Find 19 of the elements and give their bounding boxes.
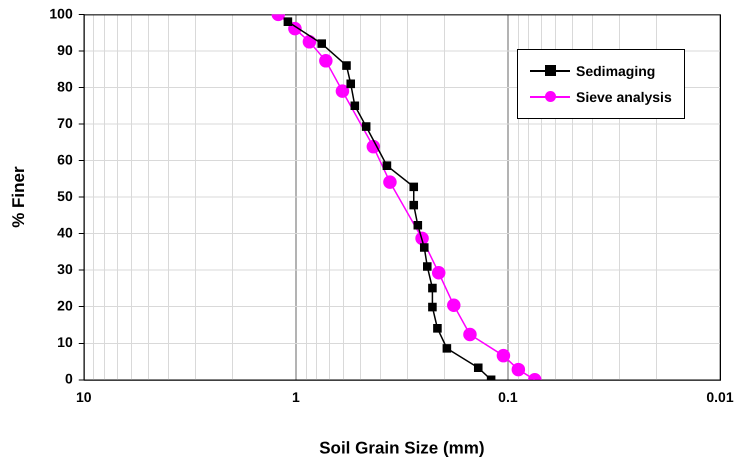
y-tick-label: 0 (64, 370, 73, 387)
y-tick-label: 80 (57, 78, 73, 94)
legend-label: Sedimaging (576, 63, 656, 80)
y-tick-label: 60 (57, 151, 73, 168)
y-tick-label: 100 (49, 5, 73, 22)
y-axis-title: % Finer (8, 166, 28, 228)
x-axis-title: Soil Grain Size (mm) (319, 438, 485, 458)
legend-label: Sieve analysis (576, 89, 672, 106)
x-tick-label: 1 (292, 389, 300, 406)
y-tick-label: 10 (57, 334, 73, 350)
y-tick-label: 50 (57, 188, 73, 204)
x-tick-label: 0.01 (706, 389, 734, 406)
y-tick-label: 30 (57, 261, 73, 278)
x-tick-label: 10 (76, 389, 92, 406)
y-tick-label: 40 (57, 224, 73, 240)
y-tick-label: 90 (57, 42, 73, 58)
y-tick-label: 70 (57, 114, 73, 131)
x-tick-label: 0.1 (498, 389, 518, 406)
y-tick-label: 20 (57, 298, 73, 314)
